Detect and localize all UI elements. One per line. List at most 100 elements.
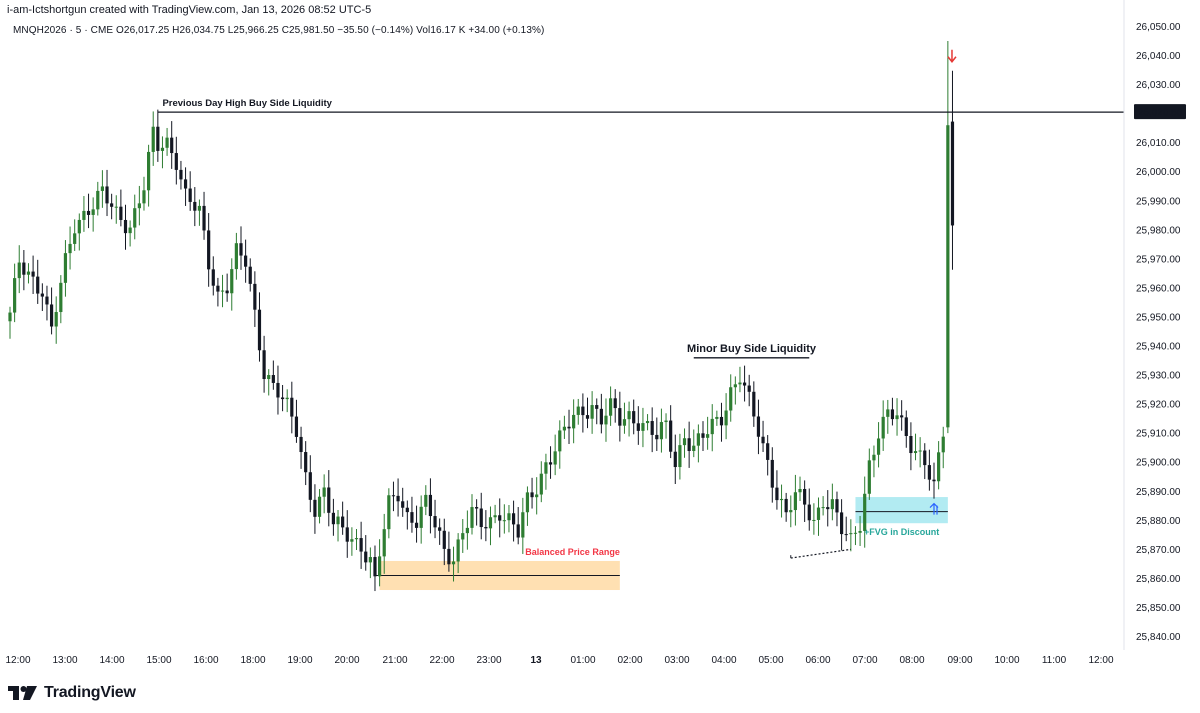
price-tick-label: 25,950.00 — [1136, 312, 1181, 323]
candle — [368, 547, 372, 579]
candle — [789, 495, 793, 528]
candle-body — [535, 494, 539, 498]
candle-body — [715, 416, 719, 419]
candle-body — [290, 397, 294, 417]
candle — [63, 240, 68, 297]
time-tick-label: 10:00 — [994, 655, 1019, 666]
price-tick-label: 25,900.00 — [1136, 458, 1181, 469]
candle-body — [8, 312, 12, 322]
candle — [599, 393, 603, 434]
candle — [840, 499, 844, 551]
candle-body — [724, 410, 728, 426]
price-tick-label: 25,840.00 — [1136, 632, 1181, 643]
candle-body — [447, 548, 451, 565]
candle-body — [234, 243, 238, 270]
candle — [271, 360, 275, 390]
candle-body — [211, 269, 215, 286]
candle-body — [516, 524, 520, 538]
candle — [816, 497, 821, 536]
candle-body — [618, 408, 622, 426]
candle-body — [197, 205, 202, 211]
candle — [396, 478, 400, 517]
candle — [456, 533, 460, 574]
candle-body — [59, 282, 63, 313]
candle — [119, 189, 123, 227]
candle — [585, 397, 590, 429]
candle — [294, 399, 299, 443]
candle — [696, 424, 700, 463]
candle — [26, 263, 31, 284]
candle-body — [752, 391, 756, 417]
time-tick-label: 11:00 — [1042, 655, 1067, 666]
candle-body — [493, 515, 497, 518]
candle — [562, 415, 566, 439]
candle-body — [488, 517, 493, 529]
candle-body — [465, 527, 469, 534]
candle-body — [803, 488, 807, 505]
candle — [701, 421, 705, 451]
ohlc-legend: MNQH2026 · 5 · CME O26,017.25 H26,034.75… — [13, 25, 545, 36]
time-tick-label: 19:00 — [287, 655, 312, 666]
candle — [405, 500, 409, 530]
price-tick-label: 26,010.00 — [1136, 138, 1181, 149]
candle — [364, 535, 368, 571]
price-tick-label: 26,030.00 — [1136, 80, 1181, 91]
candle-body — [110, 203, 114, 207]
candle-body — [359, 538, 363, 552]
candle-body — [401, 501, 405, 508]
candle — [909, 422, 913, 471]
candle — [710, 404, 714, 452]
candle-body — [13, 278, 17, 313]
candle-body — [128, 227, 132, 234]
candle-body — [585, 415, 590, 419]
candle — [267, 369, 271, 396]
candle — [336, 510, 340, 542]
candle-body — [207, 230, 211, 270]
candle-body — [719, 416, 724, 426]
candle — [715, 410, 719, 426]
candle-body — [770, 459, 774, 488]
candle-body — [428, 494, 433, 517]
candle-body — [345, 527, 349, 542]
candle — [433, 499, 437, 539]
candle-body — [664, 420, 668, 423]
candle — [950, 70, 955, 270]
zones-layer — [374, 497, 948, 591]
candle-body — [807, 504, 811, 521]
candle — [863, 476, 867, 548]
candle — [724, 393, 728, 440]
price-tick-label: 25,850.00 — [1136, 603, 1181, 614]
candle-body — [669, 420, 673, 452]
candle-body — [45, 296, 49, 305]
candle — [687, 421, 691, 468]
candle-body — [756, 416, 761, 437]
candle-body — [937, 452, 941, 482]
blue-up-arrow-icon — [929, 502, 939, 515]
candle — [521, 497, 525, 554]
time-tick-label: 14:00 — [99, 655, 124, 666]
candle — [502, 504, 506, 534]
time-tick-label: 16:00 — [193, 655, 218, 666]
candle — [913, 433, 918, 461]
time-tick-label: 12:00 — [5, 655, 30, 666]
candle-body — [844, 534, 848, 536]
candle — [105, 169, 109, 217]
candle — [244, 239, 248, 283]
candle — [807, 488, 811, 531]
candle-body — [830, 499, 834, 510]
candle — [179, 160, 183, 190]
candle — [904, 410, 908, 448]
candle-body — [304, 452, 308, 473]
candle — [742, 365, 747, 402]
time-tick-label: 06:00 — [805, 655, 830, 666]
candle — [733, 376, 737, 405]
candle-body — [26, 271, 31, 275]
candle-body — [872, 454, 876, 461]
candle — [253, 271, 257, 327]
candle-body — [151, 126, 155, 152]
candle — [558, 420, 562, 469]
candle — [447, 531, 451, 572]
candle-body — [655, 434, 659, 440]
candle — [451, 546, 456, 582]
